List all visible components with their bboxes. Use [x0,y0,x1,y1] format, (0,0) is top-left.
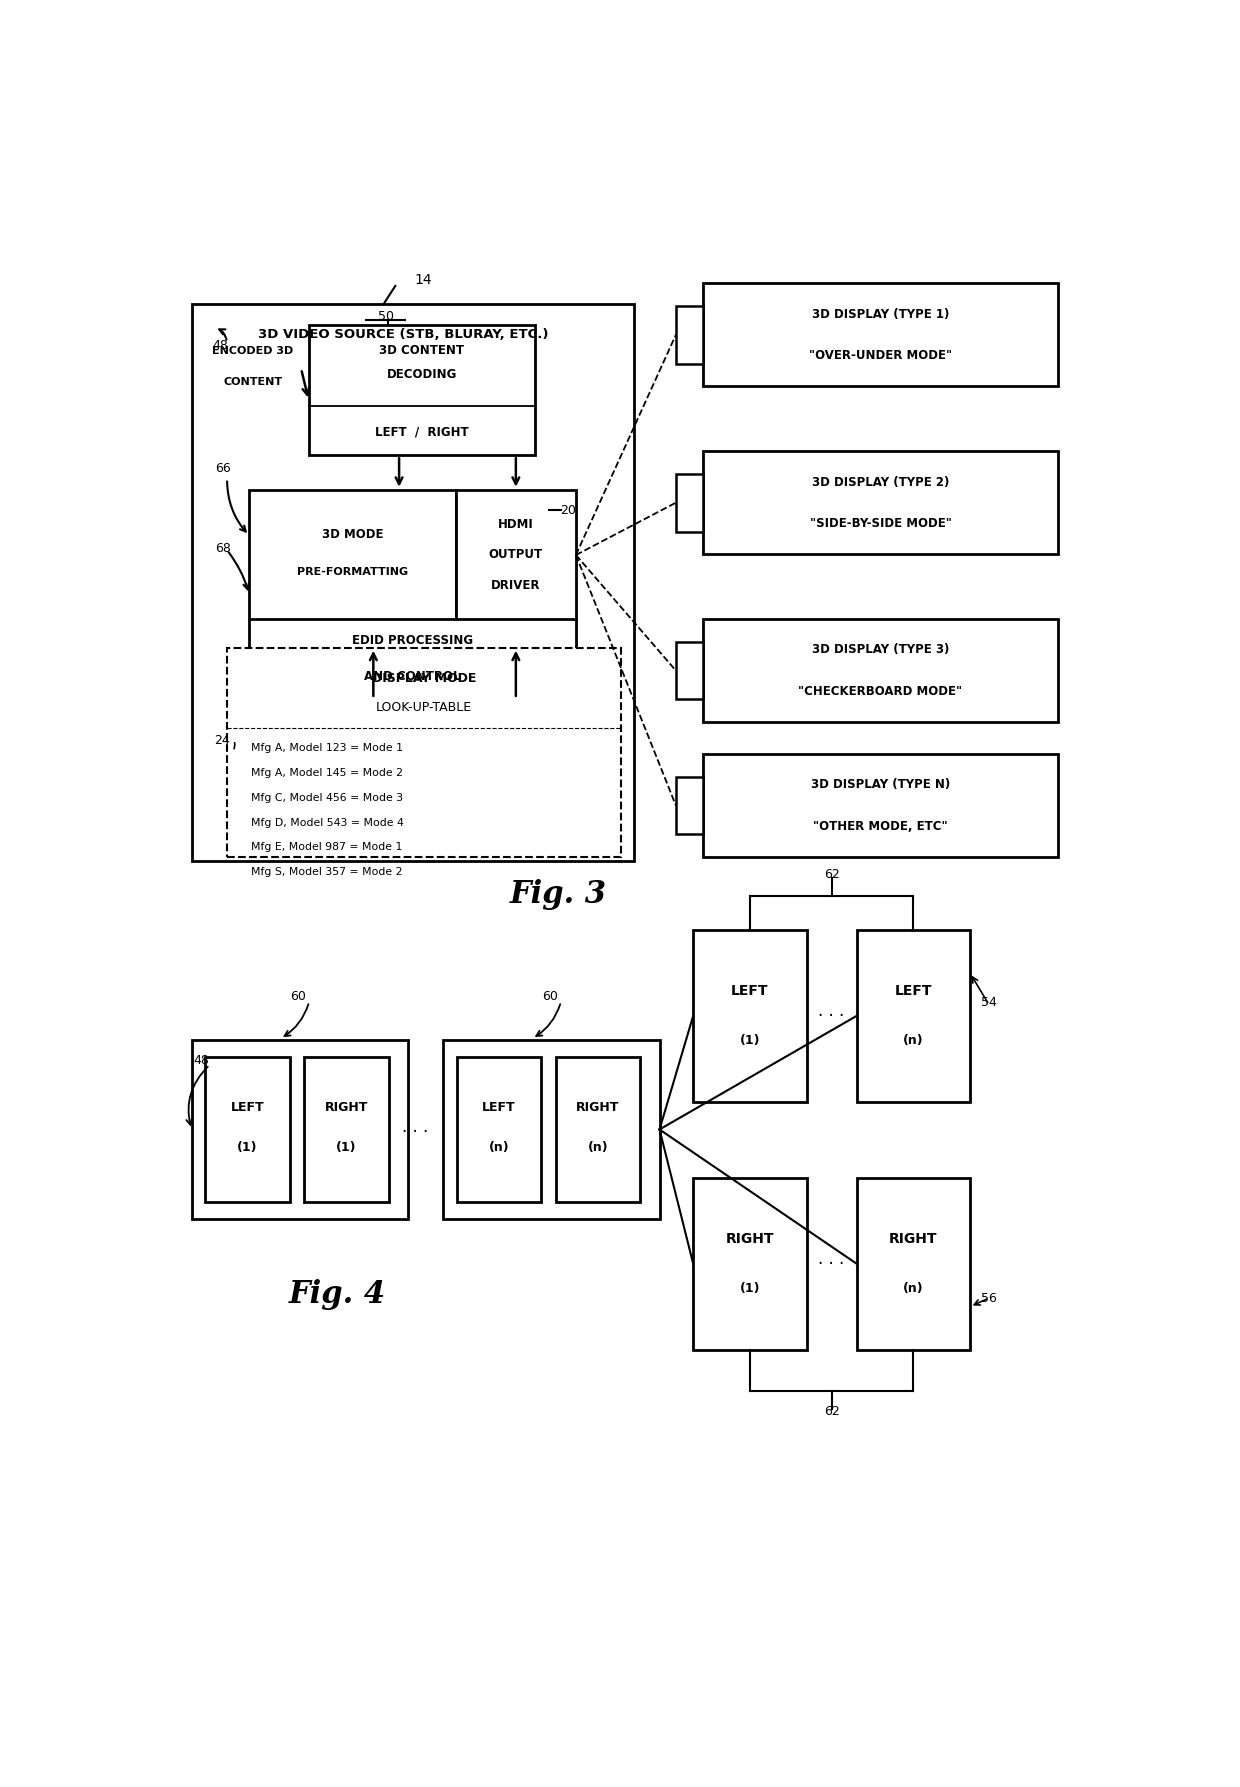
Text: (1): (1) [237,1140,258,1154]
Text: · · ·: · · · [818,1006,844,1026]
Text: LEFT: LEFT [482,1101,516,1113]
Text: · · ·: · · · [818,1254,844,1272]
Text: 60: 60 [542,990,558,1003]
Bar [249,490,456,620]
Text: 3D MODE: 3D MODE [321,527,383,541]
Bar [191,304,634,861]
Bar [456,1056,542,1203]
Bar [249,618,575,699]
Text: (n): (n) [903,1035,924,1047]
Text: Mfg E, Model 987 = Mode 1: Mfg E, Model 987 = Mode 1 [250,842,403,852]
Text: Mfg D, Model 543 = Mode 4: Mfg D, Model 543 = Mode 4 [250,818,404,827]
Bar [676,642,703,699]
Text: 3D VIDEO SOURCE (STB, BLURAY, ETC.): 3D VIDEO SOURCE (STB, BLURAY, ETC.) [258,327,549,341]
Bar [205,1056,289,1203]
Bar [309,325,534,456]
Text: (n): (n) [588,1140,609,1154]
Text: LEFT: LEFT [231,1101,264,1113]
Text: 56: 56 [982,1292,997,1305]
Bar [703,282,1058,386]
Bar [857,1178,970,1349]
Text: 62: 62 [823,1405,839,1419]
Text: 62: 62 [823,868,839,881]
Bar [693,1178,806,1349]
Text: DRIVER: DRIVER [491,579,541,591]
Bar [676,306,703,365]
Text: EDID PROCESSING: EDID PROCESSING [352,634,474,647]
Bar [676,474,703,531]
Bar [456,490,575,620]
Bar [444,1040,660,1219]
Text: Mfg A, Model 123 = Mode 1: Mfg A, Model 123 = Mode 1 [250,743,403,754]
Text: CONTENT: CONTENT [223,377,283,388]
Text: 3D DISPLAY (TYPE 1): 3D DISPLAY (TYPE 1) [812,307,950,320]
Bar [857,929,970,1103]
Text: 48: 48 [193,1054,210,1067]
Text: LEFT: LEFT [732,985,769,999]
Text: (1): (1) [739,1035,760,1047]
Text: ENCODED 3D: ENCODED 3D [212,345,294,356]
Text: DECODING: DECODING [387,368,456,381]
Text: "OTHER MODE, ETC": "OTHER MODE, ETC" [813,820,947,833]
Text: 54: 54 [982,995,997,1008]
Text: Fig. 4: Fig. 4 [289,1279,386,1310]
Bar [676,777,703,835]
Text: (1): (1) [336,1140,356,1154]
Text: DISPLAY MODE: DISPLAY MODE [372,672,476,684]
Text: RIGHT: RIGHT [725,1231,774,1246]
Text: RIGHT: RIGHT [889,1231,937,1246]
Text: Fig. 3: Fig. 3 [510,879,608,910]
Text: 3D DISPLAY (TYPE N): 3D DISPLAY (TYPE N) [811,779,950,792]
Text: Mfg S, Model 357 = Mode 2: Mfg S, Model 357 = Mode 2 [250,867,403,877]
Text: LEFT  /  RIGHT: LEFT / RIGHT [374,425,469,438]
Bar [703,450,1058,554]
Text: 3D CONTENT: 3D CONTENT [379,345,464,357]
Text: LOOK-UP-TABLE: LOOK-UP-TABLE [376,701,472,713]
Text: 20: 20 [560,504,577,516]
Text: 68: 68 [216,541,232,556]
Bar [227,649,621,858]
Text: (n): (n) [903,1281,924,1296]
Text: Mfg C, Model 456 = Mode 3: Mfg C, Model 456 = Mode 3 [250,793,403,802]
Text: "SIDE-BY-SIDE MODE": "SIDE-BY-SIDE MODE" [810,516,951,531]
Text: PRE-FORMATTING: PRE-FORMATTING [296,566,408,577]
Bar [703,618,1058,722]
Text: OUTPUT: OUTPUT [489,549,543,561]
Text: 3D DISPLAY (TYPE 3): 3D DISPLAY (TYPE 3) [812,643,950,656]
Text: RIGHT: RIGHT [325,1101,368,1113]
Text: 3D DISPLAY (TYPE 2): 3D DISPLAY (TYPE 2) [812,475,950,488]
Text: 24: 24 [215,734,231,747]
Text: (n): (n) [489,1140,510,1154]
Bar [556,1056,640,1203]
Text: 14: 14 [414,273,432,288]
Text: "CHECKERBOARD MODE": "CHECKERBOARD MODE" [799,684,962,697]
Text: Mfg A, Model 145 = Mode 2: Mfg A, Model 145 = Mode 2 [250,768,403,777]
Text: HDMI: HDMI [498,518,533,531]
Text: 60: 60 [290,990,306,1003]
Text: 50: 50 [378,309,394,323]
Bar [703,754,1058,858]
Bar [191,1040,408,1219]
Text: AND CONTROL: AND CONTROL [365,670,461,683]
Text: (1): (1) [739,1281,760,1296]
Bar [304,1056,388,1203]
Text: 66: 66 [216,463,232,475]
Text: · · ·: · · · [402,1124,429,1142]
Bar [693,929,806,1103]
Text: 48: 48 [213,340,228,352]
Text: "OVER-UNDER MODE": "OVER-UNDER MODE" [808,348,952,363]
Text: RIGHT: RIGHT [577,1101,620,1113]
Text: LEFT: LEFT [894,985,932,999]
